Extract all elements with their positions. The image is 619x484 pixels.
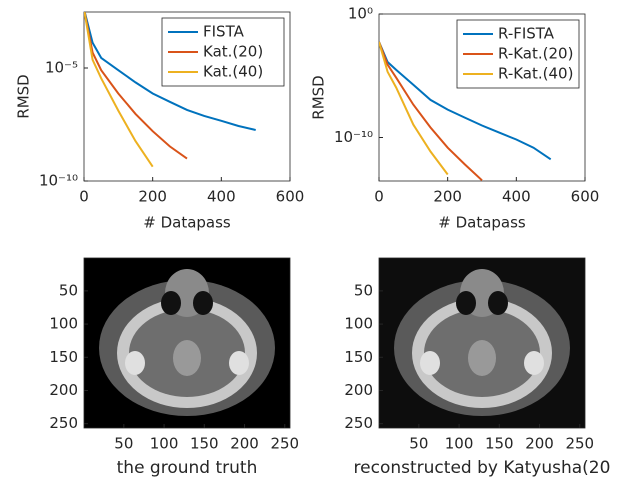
axes-box [378, 257, 586, 429]
x-tick-label: 200 [525, 435, 554, 453]
x-tick-label: 200 [433, 188, 462, 206]
lines [379, 41, 552, 181]
axes-box [83, 11, 291, 182]
panel: 0 200 400 600 10⁻¹⁰ 10⁻⁵ # Datapass RMSD FISTA Ka… [15, 11, 305, 232]
x-tick-label: 50 [409, 435, 428, 453]
lines [84, 12, 256, 168]
legend-label: FISTA [203, 23, 245, 41]
brainstem [468, 340, 496, 376]
x-tick-label: 200 [138, 188, 167, 206]
y-tick-label: 50 [59, 281, 78, 299]
y-axis-label: RMSD [15, 74, 33, 118]
brainstem [173, 340, 201, 376]
x-tick-label: 50 [114, 435, 133, 453]
legend-box [161, 17, 285, 87]
x-tick-label: 600 [276, 188, 305, 206]
ear-l [420, 351, 440, 375]
x-axis-label: reconstructed by Katyusha(20 [354, 458, 611, 478]
line [379, 41, 552, 161]
panel: 0 200 400 600 10⁻¹⁰ 10⁰ # Datapass RMSD R-FISTA R… [310, 5, 600, 232]
x-axis-label: # Datapass [143, 214, 231, 232]
axes-box [378, 13, 586, 182]
y-tick-label: 10⁻¹⁰ [39, 172, 78, 190]
image [84, 258, 290, 428]
x-tick-label: 250 [270, 435, 299, 453]
image [379, 258, 585, 428]
x-tick-label: 100 [445, 435, 474, 453]
x-tick-label: 600 [571, 188, 600, 206]
y-tick-label: 10⁻⁵ [45, 58, 78, 76]
x-tick-label: 150 [485, 435, 514, 453]
y-tick-label: 150 [344, 348, 373, 366]
line [84, 12, 256, 131]
y-tick-label: 100 [344, 315, 373, 333]
y-tick-label: 150 [49, 348, 78, 366]
x-tick-label: 150 [190, 435, 219, 453]
legend-label: R-FISTA [498, 25, 555, 43]
x-tick-label: 200 [230, 435, 259, 453]
x-tick-label: 100 [150, 435, 179, 453]
y-axis-label: RMSD [310, 75, 328, 119]
axes-box [83, 257, 291, 429]
y-tick-label: 250 [344, 414, 373, 432]
x-tick-label: 0 [374, 188, 384, 206]
y-tick-label: 10⁰ [348, 5, 373, 23]
sinus-l [161, 291, 181, 315]
x-tick-label: 250 [565, 435, 594, 453]
panel: 50 100 150 200 250 50 100 150 200 250 reconstructe… [344, 257, 611, 478]
y-tick-label: 50 [354, 281, 373, 299]
x-tick-label: 0 [79, 188, 89, 206]
legend-label: R-Kat.(20) [498, 45, 573, 63]
line [379, 41, 449, 176]
ear-l [125, 351, 145, 375]
sinus-l [456, 291, 476, 315]
sinus-r [488, 291, 508, 315]
x-axis-label: # Datapass [438, 214, 526, 232]
ear-r [229, 351, 249, 375]
x-tick-label: 400 [207, 188, 236, 206]
y-tick-label: 10⁻¹⁰ [334, 128, 373, 146]
legend-label: Kat.(20) [203, 43, 263, 61]
legend-label: R-Kat.(40) [498, 65, 573, 83]
line [84, 12, 154, 168]
line [379, 41, 483, 181]
panel: 50 100 150 200 250 50 100 150 200 250 the ground t… [49, 257, 299, 478]
y-tick-label: 250 [49, 414, 78, 432]
y-tick-label: 200 [49, 381, 78, 399]
sinus-r [193, 291, 213, 315]
line [84, 12, 188, 160]
y-tick-label: 200 [344, 381, 373, 399]
x-axis-label: the ground truth [117, 458, 258, 478]
y-tick-label: 100 [49, 315, 78, 333]
legend-label: Kat.(40) [203, 63, 263, 81]
ear-r [524, 351, 544, 375]
x-tick-label: 400 [502, 188, 531, 206]
